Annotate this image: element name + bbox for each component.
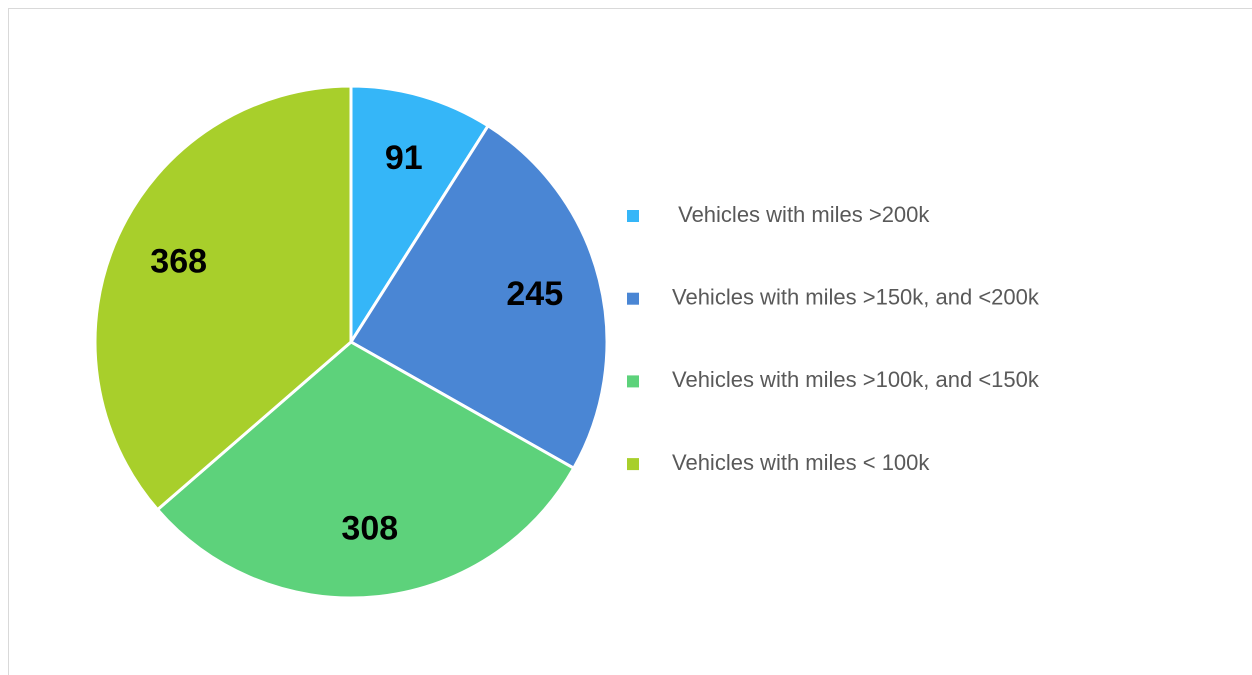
legend-label: Vehicles with miles < 100k <box>672 450 930 475</box>
legend-swatch <box>627 458 639 471</box>
pie-slice <box>93 84 353 512</box>
pie-slice <box>348 123 609 471</box>
data-label: 308 <box>341 509 398 547</box>
data-label: 91 <box>385 139 423 177</box>
pie-slice <box>349 84 491 348</box>
pie-slice <box>155 340 576 600</box>
legend-label: Vehicles with miles >200k <box>672 202 930 227</box>
chart-frame <box>8 8 1252 675</box>
data-label: 245 <box>506 275 563 313</box>
data-label: 368 <box>150 242 207 280</box>
legend-swatch <box>627 210 639 222</box>
legend-swatch <box>627 375 639 388</box>
legend-swatch <box>627 292 639 305</box>
legend-label: Vehicles with miles >100k, and <150k <box>672 367 1040 392</box>
legend-label: Vehicles with miles >150k, and <200k <box>672 285 1040 310</box>
